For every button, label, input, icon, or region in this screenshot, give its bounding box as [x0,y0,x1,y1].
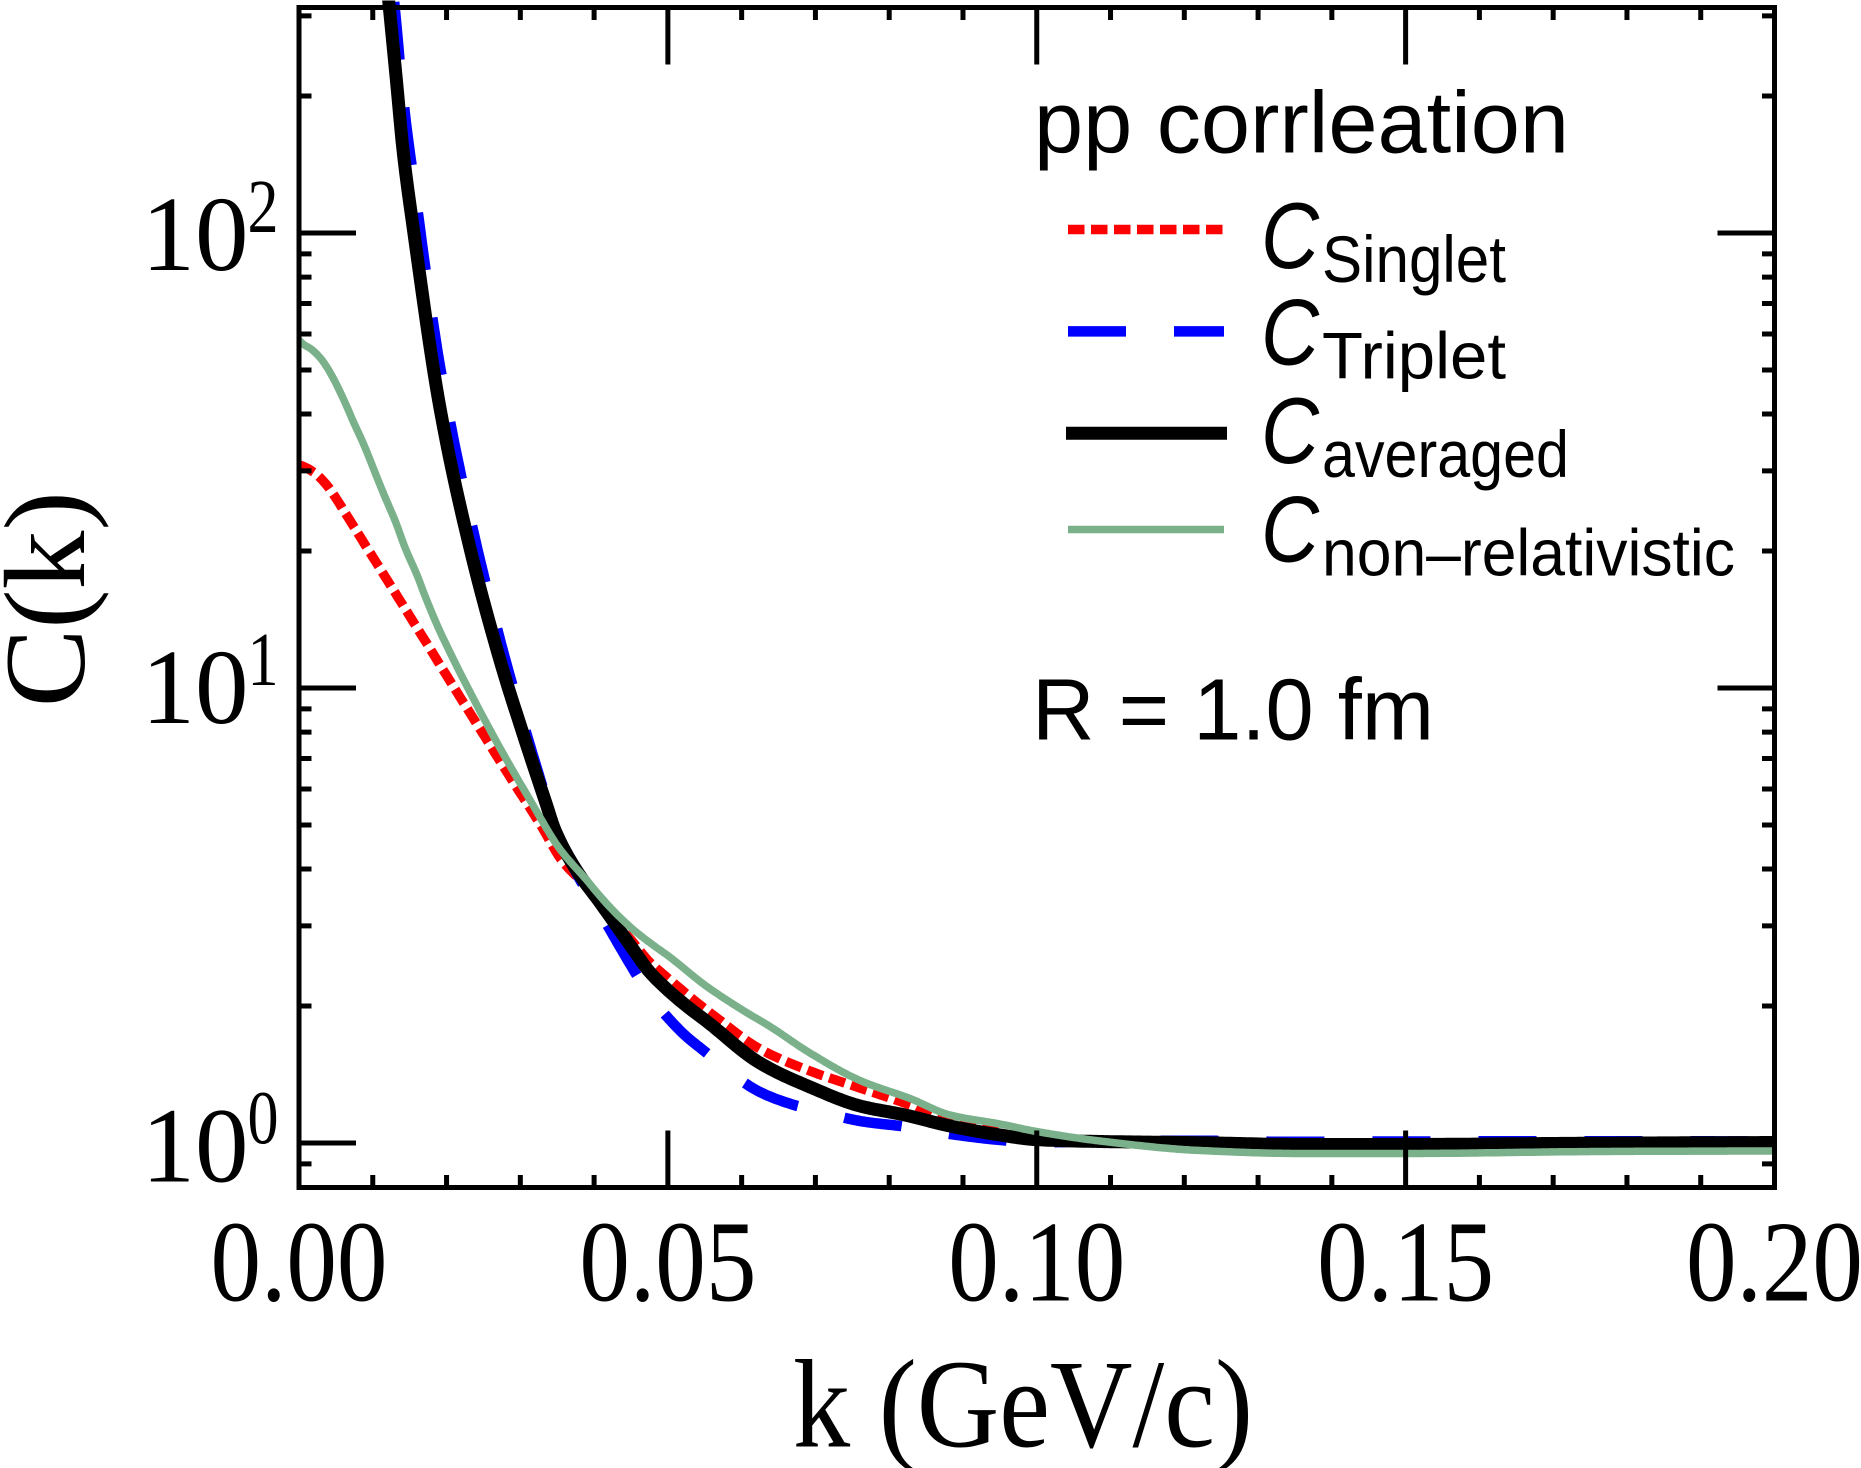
svg-text:pp corrleation: pp corrleation [1034,75,1569,172]
svg-text:C: C [1261,183,1320,288]
svg-text:C: C [1261,378,1320,483]
svg-text:non–relativistic: non–relativistic [1322,516,1735,590]
svg-text:10: 10 [142,629,249,747]
svg-text:1: 1 [248,618,279,702]
svg-text:0: 0 [248,1077,279,1161]
svg-text:C(k): C(k) [0,491,109,707]
svg-text:Singlet: Singlet [1322,222,1506,296]
svg-text:C: C [1261,477,1320,582]
svg-text:0.15: 0.15 [1317,1198,1494,1325]
svg-text:10: 10 [142,176,249,294]
svg-text:Triplet: Triplet [1322,319,1506,393]
svg-text:0.10: 0.10 [948,1198,1125,1325]
svg-text:0.20: 0.20 [1686,1198,1861,1325]
svg-text:2: 2 [248,165,279,249]
svg-text:0.00: 0.00 [211,1198,388,1325]
svg-text:k (GeV/c): k (GeV/c) [793,1336,1253,1468]
svg-text:averaged: averaged [1322,417,1569,491]
svg-text:C: C [1261,280,1320,385]
svg-text:10: 10 [142,1088,249,1206]
svg-text:0.05: 0.05 [579,1198,756,1325]
svg-text:R = 1.0 fm: R = 1.0 fm [1032,662,1434,759]
